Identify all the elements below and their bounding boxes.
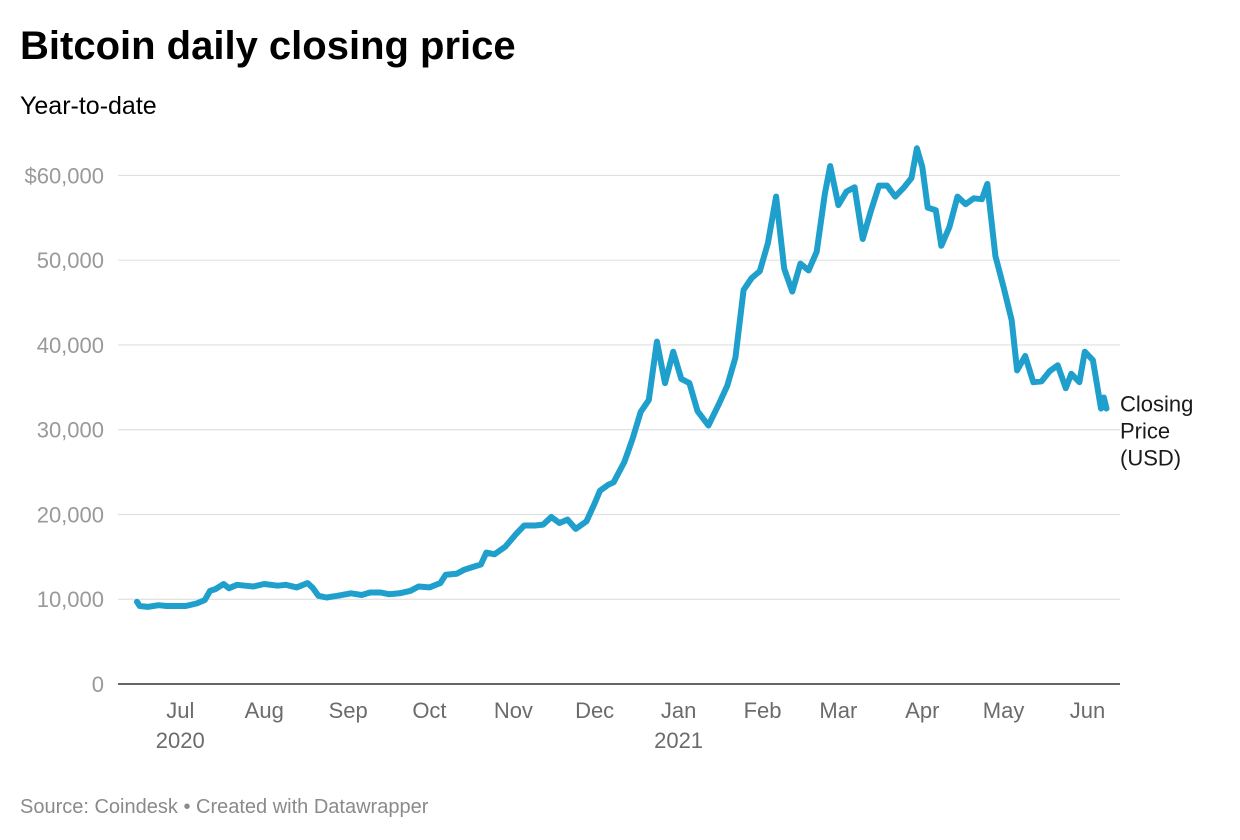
x-tick-label: Jun [1070, 698, 1105, 723]
y-tick-label: 30,000 [37, 418, 104, 443]
x-tick-label: Aug [245, 698, 284, 723]
y-tick-label: 0 [92, 672, 104, 697]
source-label: Source: Coindesk [20, 796, 178, 818]
x-tick-label: Mar [819, 698, 857, 723]
x-tick-label: Apr [905, 698, 939, 723]
x-tick-label: Oct [412, 698, 446, 723]
series-name-label: Closing [1120, 392, 1193, 417]
y-axis-ticks: 0 10,000 20,000 30,000 40,000 50,000 $60,000 [24, 163, 104, 697]
x-tick-label: May [983, 698, 1025, 723]
x-tick-label: Feb [744, 698, 782, 723]
x-tick-label: Dec [575, 698, 614, 723]
x-tick-year-label: 2021 [654, 728, 703, 753]
x-tick-year-label: 2020 [156, 728, 205, 753]
x-tick-label: Jul [166, 698, 194, 723]
y-tick-label: 40,000 [37, 333, 104, 358]
y-tick-label: 20,000 [37, 502, 104, 527]
gridlines [118, 174, 1120, 685]
source-note: Source: Coindesk • Created with Datawrap… [20, 794, 428, 820]
chart-subtitle: Year-to-date [20, 92, 157, 120]
series-name-label: Price [1120, 419, 1170, 444]
x-axis-ticks: Jul 2020 Aug Sep Oct Nov Dec Jan 2021 Feb Mar Apr Ma… [156, 698, 1105, 753]
x-tick-label: Jan [661, 698, 696, 723]
credit-label: Created with Datawrapper [196, 796, 429, 818]
price-series-line [134, 145, 1110, 610]
x-tick-label: Sep [329, 698, 368, 723]
y-tick-label: 10,000 [37, 587, 104, 612]
line-chart: 0 10,000 20,000 30,000 40,000 50,000 $60,000 J… [24, 145, 1193, 753]
y-tick-label: $60,000 [24, 163, 104, 188]
series-name-label: (USD) [1120, 446, 1181, 471]
separator-dot: • [183, 796, 191, 818]
y-tick-label: 50,000 [37, 248, 104, 273]
x-tick-label: Nov [494, 698, 533, 723]
series-lines [134, 145, 1110, 610]
chart-title: Bitcoin daily closing price [20, 24, 516, 68]
